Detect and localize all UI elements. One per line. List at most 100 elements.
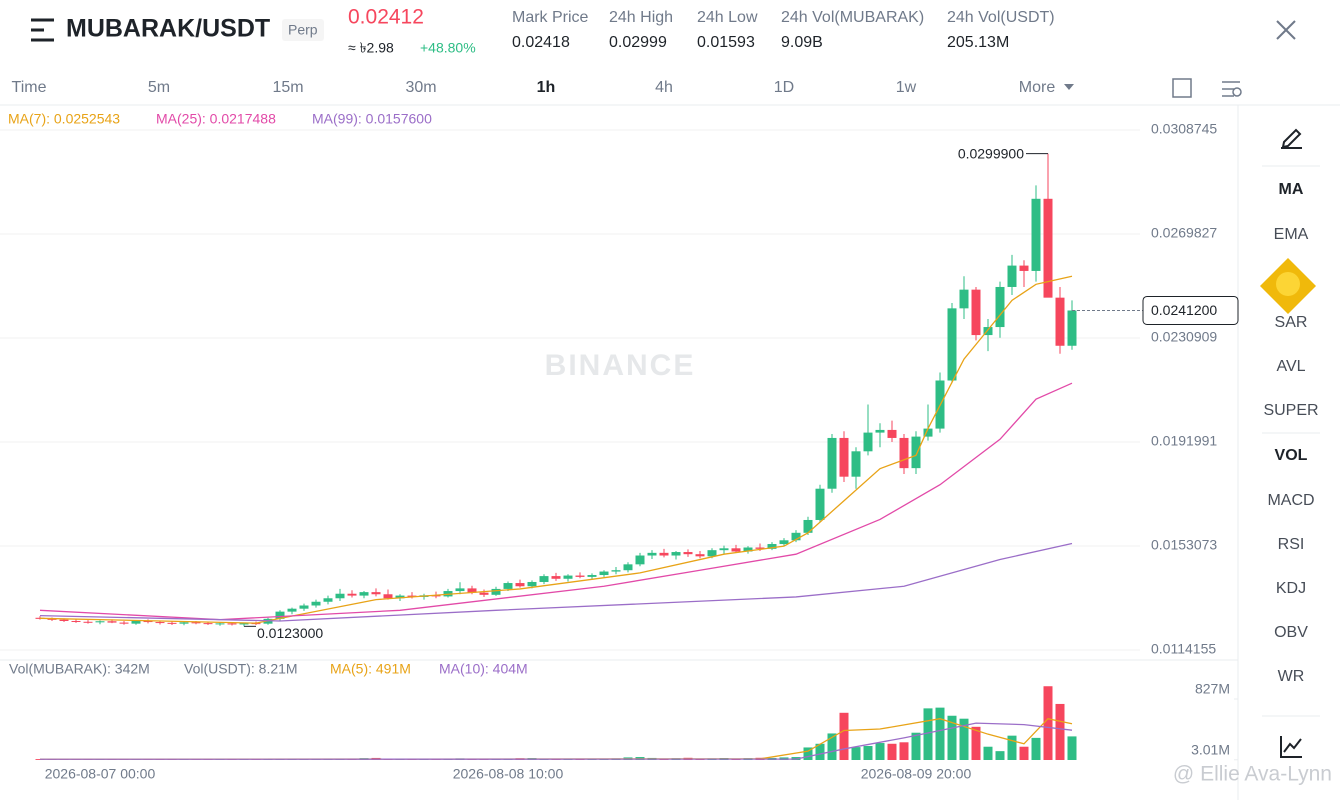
candle-body bbox=[719, 548, 729, 551]
candle-body bbox=[959, 289, 969, 309]
indicator-button[interactable]: SAR bbox=[1275, 314, 1308, 331]
indicator-button[interactable]: KDJ bbox=[1276, 580, 1306, 597]
candle-body bbox=[203, 623, 213, 625]
candle-body bbox=[839, 437, 849, 477]
stat-value: 0.02999 bbox=[609, 34, 667, 51]
indicator-button[interactable]: AVL bbox=[1276, 358, 1305, 375]
toolbar-icons[interactable] bbox=[1172, 78, 1242, 98]
stat-label: 24h Vol(USDT) bbox=[947, 9, 1055, 26]
indicator-button[interactable]: EMA bbox=[1274, 226, 1309, 243]
stat-value: 9.09B bbox=[781, 34, 823, 51]
candle-body bbox=[659, 552, 669, 556]
candle-body bbox=[863, 432, 873, 452]
volume-bar bbox=[995, 751, 1005, 760]
candle-body bbox=[275, 611, 285, 619]
indicator-button[interactable]: RSI bbox=[1278, 536, 1305, 553]
y-tick-label: 3.01M bbox=[1191, 741, 1230, 757]
volume-bar bbox=[827, 733, 837, 760]
y-tick-label: 0.0114155 bbox=[1151, 641, 1216, 657]
candle-body bbox=[383, 594, 393, 599]
indicator-button[interactable]: MA bbox=[1279, 181, 1304, 198]
volume-bar bbox=[959, 718, 969, 760]
y-tick-label: 827M bbox=[1195, 681, 1230, 697]
stat-value: 0.02418 bbox=[512, 34, 570, 51]
volume-bar bbox=[899, 742, 909, 760]
volume-bar bbox=[947, 715, 957, 760]
volume-bar bbox=[35, 759, 45, 760]
candle-body bbox=[803, 519, 813, 533]
candle-body bbox=[71, 620, 81, 622]
candle-body bbox=[47, 618, 57, 620]
timeframe-tab[interactable]: 5m bbox=[148, 79, 170, 96]
volume-bar bbox=[887, 743, 897, 760]
candle-body bbox=[83, 621, 93, 623]
candle-body bbox=[1067, 310, 1077, 346]
timeframe-tab[interactable]: 4h bbox=[655, 79, 673, 96]
credit: @ Ellie Ava-Lynn bbox=[1173, 763, 1332, 786]
volume-bar bbox=[839, 712, 849, 760]
candle-body bbox=[371, 592, 381, 595]
candle-body bbox=[59, 619, 69, 621]
volume-bar bbox=[935, 707, 945, 760]
indicator-button[interactable]: OBV bbox=[1274, 624, 1308, 641]
volume-bar bbox=[815, 743, 825, 760]
indicator-button[interactable]: VOL bbox=[1275, 447, 1308, 464]
candle-body bbox=[107, 621, 117, 623]
candle-body bbox=[887, 429, 897, 438]
candle-body bbox=[491, 588, 501, 595]
timeframe-tab[interactable]: Time bbox=[12, 79, 47, 96]
timeframe-tab[interactable]: 1D bbox=[774, 79, 794, 96]
legend-item: MA(7): 0.0252543 bbox=[8, 111, 120, 127]
menu-icon[interactable] bbox=[31, 18, 54, 42]
candle-body bbox=[167, 622, 177, 624]
candle-body bbox=[827, 437, 837, 489]
x-tick-label: 2026-08-07 00:00 bbox=[45, 766, 156, 782]
candle-body bbox=[227, 623, 237, 625]
candle-body bbox=[539, 576, 549, 582]
timeframe-tab[interactable]: 30m bbox=[405, 79, 436, 96]
chart-icon[interactable] bbox=[1280, 736, 1302, 758]
indicator-button[interactable]: SUPER bbox=[1263, 402, 1318, 419]
badge: Perp bbox=[288, 22, 318, 38]
dropdown-arrow[interactable] bbox=[1064, 84, 1074, 90]
volume-legend: Vol(MUBARAK): 342M bbox=[9, 661, 150, 677]
indicator-button[interactable]: MACD bbox=[1267, 492, 1314, 509]
y-tick-label: 0.0191991 bbox=[1151, 433, 1217, 449]
last-price-tag bbox=[1142, 295, 1239, 325]
y-tick-label: 0.0230909 bbox=[1151, 329, 1217, 345]
price-local: ≈ ৳2.98 bbox=[348, 40, 394, 56]
pencil-icon[interactable] bbox=[1281, 128, 1302, 149]
y-tick-label: 0.0269827 bbox=[1151, 225, 1217, 241]
annotation-label: 0.0299900 bbox=[958, 145, 1024, 161]
close-button[interactable] bbox=[1276, 20, 1296, 40]
candle-body bbox=[1019, 265, 1029, 271]
candle-body bbox=[707, 550, 717, 557]
x-tick-label: 2026-08-09 20:00 bbox=[861, 766, 972, 782]
symbol[interactable]: MUBARAK/USDT bbox=[66, 15, 270, 43]
candle-body bbox=[515, 583, 525, 587]
candle-body bbox=[791, 532, 801, 541]
volume-bar bbox=[1019, 746, 1029, 760]
candle-body bbox=[143, 620, 153, 623]
timeframe-tab[interactable]: More bbox=[1019, 79, 1056, 96]
candle-body bbox=[179, 622, 189, 624]
candle-body bbox=[299, 605, 309, 609]
candle-body bbox=[875, 429, 885, 433]
candle-body bbox=[1031, 198, 1041, 271]
timeframe-tab[interactable]: 15m bbox=[272, 79, 303, 96]
candle-body bbox=[131, 620, 141, 624]
candle-body bbox=[395, 595, 405, 599]
last-price-label: 0.0241200 bbox=[1151, 302, 1217, 318]
candle-body bbox=[527, 581, 537, 587]
candle-body bbox=[911, 436, 921, 469]
volume-bar bbox=[1007, 735, 1017, 760]
last-price: 0.02412 bbox=[348, 6, 424, 29]
timeframe-tab[interactable]: 1w bbox=[896, 79, 917, 96]
indicator-button[interactable]: WR bbox=[1278, 668, 1305, 685]
candle-body bbox=[779, 540, 789, 545]
volume-bar bbox=[1031, 737, 1041, 760]
mascot-icon[interactable] bbox=[1260, 258, 1316, 314]
timeframe-tab[interactable]: 1h bbox=[537, 79, 556, 96]
candle-body bbox=[815, 488, 825, 520]
